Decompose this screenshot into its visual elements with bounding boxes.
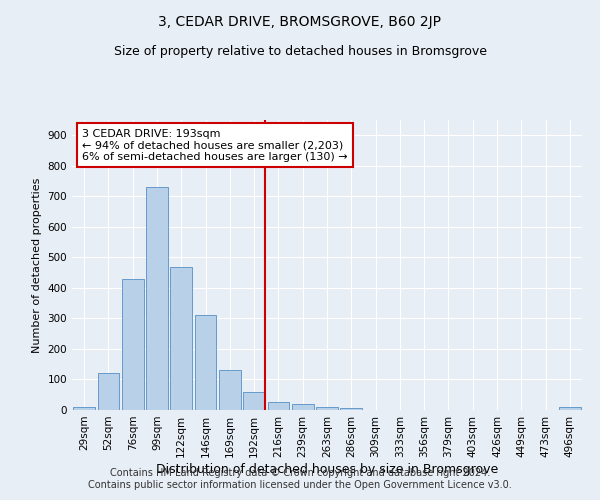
Text: 3, CEDAR DRIVE, BROMSGROVE, B60 2JP: 3, CEDAR DRIVE, BROMSGROVE, B60 2JP	[158, 15, 442, 29]
Bar	[559, 407, 581, 410]
Bar	[97, 374, 119, 410]
Bar	[340, 408, 362, 410]
Bar	[219, 370, 241, 410]
Bar	[73, 407, 95, 410]
Bar	[316, 407, 338, 410]
Y-axis label: Number of detached properties: Number of detached properties	[32, 178, 42, 352]
Bar	[268, 402, 289, 410]
X-axis label: Distribution of detached houses by size in Bromsgrove: Distribution of detached houses by size …	[156, 462, 498, 475]
Bar	[170, 266, 192, 410]
Bar	[292, 404, 314, 410]
Bar	[146, 187, 168, 410]
Text: 3 CEDAR DRIVE: 193sqm
← 94% of detached houses are smaller (2,203)
6% of semi-de: 3 CEDAR DRIVE: 193sqm ← 94% of detached …	[82, 128, 348, 162]
Bar	[243, 392, 265, 410]
Text: Contains HM Land Registry data © Crown copyright and database right 2024.
Contai: Contains HM Land Registry data © Crown c…	[88, 468, 512, 490]
Bar	[122, 278, 143, 410]
Text: Size of property relative to detached houses in Bromsgrove: Size of property relative to detached ho…	[113, 45, 487, 58]
Bar	[194, 316, 217, 410]
